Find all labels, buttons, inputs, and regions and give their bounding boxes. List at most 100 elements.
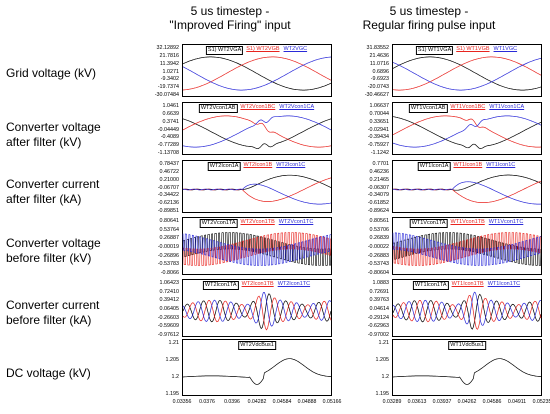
y-tick-label: 0.7701 [372, 161, 390, 167]
y-tick-label: -0.26883 [367, 252, 389, 259]
y-tick-label: 1.0461 [162, 103, 180, 109]
y-tick-label: -0.00022 [367, 244, 389, 250]
series-line-c [182, 56, 332, 91]
y-tick-label: -0.77289 [157, 142, 179, 149]
x-tick-label: 0.05166 [322, 399, 342, 405]
y-tick-label: 0.46722 [159, 168, 180, 175]
row-label-line1: Converter current [6, 177, 100, 191]
y-tick-label: 0.33651 [369, 118, 390, 125]
x-tick-label: 0.03356 [172, 399, 192, 405]
series-line-a [182, 174, 332, 191]
column-title-right-line2: Regular firing pulse input [362, 18, 496, 32]
y-tick-label: 1.2 [381, 374, 390, 380]
y-tick-label: -0.00019 [157, 244, 179, 250]
y-tick-label: 1.0271 [162, 68, 180, 75]
y-tick-label: 1.195 [375, 391, 390, 397]
y-tick-label: 0.70044 [369, 110, 390, 117]
row-label-converter-voltage-after: Converter voltage after filter (kV) [6, 120, 134, 150]
legend: WT1Vcon1TA WT1Vcon1TB WT1Vcon1TC [409, 219, 525, 228]
row-label-line1: Converter voltage [6, 236, 101, 250]
chart-panel-grid-col0: 32.12892 21.7816 11.3942 1.0271 -9.3402 -19.7… [155, 44, 332, 98]
legend-entry: WT1Vcon1CA [489, 104, 525, 110]
chart-panel-dc-col1: 1.21 1.205 1.2 1.195 WT1VdcBus1 [376, 339, 542, 397]
legend-entry: WT1VGC [493, 46, 518, 52]
series-line-c [182, 115, 332, 148]
series-line-b [393, 180, 542, 203]
y-tick-label: -1.1242 [370, 150, 389, 156]
x-tick-label: 0.04911 [507, 399, 527, 405]
chart-panel-dc-col0: 1.21 1.205 1.2 1.195 WT2VdcBus1 [166, 339, 332, 397]
series-line-b [182, 295, 332, 331]
plot-area [392, 174, 542, 205]
series-line-b [393, 232, 542, 266]
y-tick-label: -20.0743 [367, 84, 389, 91]
legend-entry: WT1Vcon1TB [450, 219, 485, 225]
y-tick-label: -0.34422 [157, 192, 179, 199]
y-tick-label: 0.26887 [159, 235, 180, 242]
y-tick-label: 0.21000 [159, 176, 180, 183]
x-tick-label: 0.03937 [432, 399, 452, 405]
row-label-line2: after filter (kV) [6, 135, 82, 149]
series-line-a [182, 118, 332, 149]
x-tick-label: 0.03289 [382, 399, 402, 405]
x-tick-label: 0.0396 [224, 399, 240, 405]
y-tick-label: 0.53764 [159, 226, 180, 233]
y-tick-label: -0.04449 [157, 126, 179, 133]
legend: WT2Icon1A WT2Icon1B WT2Icon1C [207, 162, 307, 171]
legend: WT2Vcon1AB WT2Vcon1BC WT2Vcon1CA [198, 104, 315, 113]
y-tick-label: -1.13708 [157, 150, 179, 156]
row-label-dc-voltage: DC voltage (kV) [6, 366, 134, 381]
row-label-converter-voltage-before: Converter voltage before filter (kV) [6, 236, 134, 266]
y-tick-label: -0.62136 [157, 200, 179, 207]
legend-entry: WT1Icon1TC [487, 281, 521, 287]
y-tick-label: -0.97612 [157, 332, 179, 338]
chart-panel-conv_before-col0: 0.80641 0.53764 0.26887 -0.00019 -0.26896 -0.… [158, 217, 332, 276]
plot-area [392, 358, 542, 385]
column-title-left-line1: 5 us timestep - [190, 4, 270, 18]
x-tick-label: 0.05235 [532, 399, 550, 405]
y-tick-label: 0.39763 [369, 297, 390, 304]
y-tick-label: 32.12892 [156, 45, 179, 51]
y-tick-label: 11.3942 [159, 60, 179, 67]
series-line-a [392, 56, 542, 91]
chart-panel-grid-col1: 31.83552 21.4636 11.0716 0.6896 -9.6923 -20.0… [365, 44, 542, 98]
legend-entry: WT2Vcon1TC [278, 219, 314, 225]
legend-entry: WT1Icon1TA [412, 281, 449, 290]
legend-entry: S1) WT2VGA [205, 46, 244, 55]
series-line-dc [392, 358, 542, 385]
plot-area [182, 232, 332, 266]
chart-panel-conv_after-col0: 1.0461 0.6639 0.3741 -0.04449 -0.4089 -0.7728… [158, 102, 332, 156]
column-title-left-line2: "Improved Firing" input [169, 18, 291, 32]
y-tick-label: -0.02941 [367, 126, 389, 133]
y-tick-label: 0.06405 [159, 306, 180, 312]
legend-entry: WT1Icon1TB [451, 281, 484, 287]
legend-entry: WT1Icon1A [417, 162, 451, 171]
series-line-b [392, 56, 542, 91]
plot-area [392, 291, 542, 330]
y-tick-label: -0.59609 [157, 323, 179, 330]
series-line-c [392, 291, 541, 326]
series-line-c [392, 58, 542, 91]
chart-panel-curr_before-col1: 1.0883 0.72691 0.39763 0.04614 -0.29124 -0.62… [368, 279, 542, 338]
row-label-converter-current-after: Converter current after filter (kA) [6, 177, 134, 207]
legend-entry: WT2Icon1B [243, 162, 273, 168]
y-tick-label: -0.89624 [367, 208, 389, 214]
series-line-a [392, 293, 542, 330]
y-tick-label: 1.0883 [372, 280, 390, 286]
legend-entry: WT2VGC [283, 46, 308, 52]
legend: WT1Vcon1AB WT1Vcon1BC WT1Vcon1CA [408, 104, 525, 113]
y-tick-label: -19.7374 [157, 84, 179, 91]
y-tick-label: 31.83552 [366, 45, 389, 51]
plot-area [392, 115, 542, 149]
legend-entry: WT2Vcon1TA [199, 219, 238, 228]
row-label-line2: before filter (kA) [6, 313, 92, 327]
legend-entry: WT2Vcon1AB [198, 104, 238, 113]
plot-area [392, 232, 542, 266]
legend-entry: WT2Icon1C [276, 162, 306, 168]
y-tick-label: 0.72691 [369, 288, 390, 295]
x-tick-label: 0.04282 [247, 399, 267, 405]
y-tick-label: -30.46627 [364, 92, 389, 98]
y-tick-label: 0.3741 [162, 118, 180, 125]
y-tick-label: 1.205 [375, 357, 390, 363]
y-tick-label: -0.34079 [367, 192, 389, 199]
